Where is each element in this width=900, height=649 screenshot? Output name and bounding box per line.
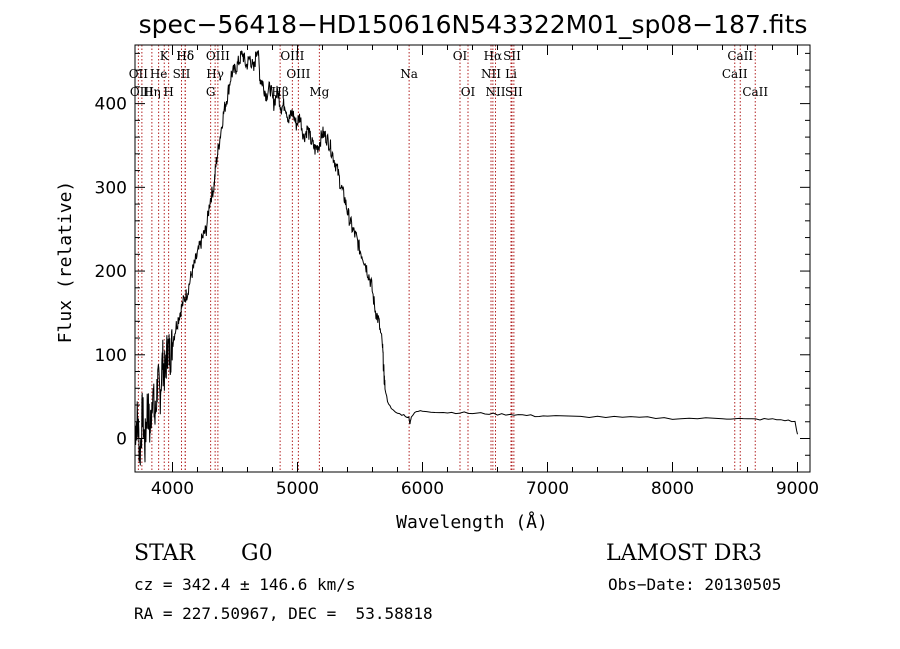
spectrum-line (134, 50, 798, 466)
line-label-26: CaII (722, 67, 748, 81)
line-label-9: OIII (206, 49, 230, 63)
y-axis-ticks: 0 100 200 300 400 (95, 52, 810, 473)
line-label-3: He (150, 67, 168, 81)
spectral-line-markers (137, 45, 756, 472)
y-tick-label-0: 0 (116, 430, 127, 450)
line-label-1: OII (129, 67, 149, 81)
line-label-8: Hδ (176, 49, 194, 63)
velocity-readout: cz = 342.4 ± 146.6 km/s (134, 575, 356, 594)
x-tick-label-7000: 7000 (526, 479, 569, 499)
x-tick-label-9000: 9000 (776, 479, 819, 499)
line-label-15: Mg (309, 85, 329, 99)
coordinates: RA = 227.50967, DEC = 53.58818 (134, 604, 433, 623)
line-label-5: K (160, 49, 170, 63)
object-subclass: G0 (241, 541, 273, 566)
line-label-23: NII (486, 85, 506, 99)
x-tick-label-5000: 5000 (276, 479, 319, 499)
line-label-18: OI (461, 85, 476, 99)
line-label-13: OIII (286, 67, 310, 81)
survey-name: LAMOST DR3 (606, 541, 762, 566)
line-label-24: SII (505, 85, 523, 99)
x-axis-ticks: 4000 5000 6000 7000 8000 9000 (151, 45, 819, 499)
x-tick-label-8000: 8000 (651, 479, 694, 499)
line-label-19: Hα (484, 49, 503, 63)
line-label-2: OIII (130, 85, 154, 99)
obs-date: Obs−Date: 20130505 (608, 575, 781, 594)
line-label-25: CaII (727, 49, 753, 63)
line-label-21: NII (481, 67, 501, 81)
line-label-7: H (163, 85, 173, 99)
x-tick-label-6000: 6000 (401, 479, 444, 499)
line-label-12: OIII (280, 49, 304, 63)
line-label-6: SII (173, 67, 191, 81)
y-tick-label-100: 100 (95, 346, 127, 366)
chart-title: spec−56418−HD150616N543322M01_sp08−187.f… (139, 10, 808, 39)
y-tick-label-200: 200 (95, 262, 127, 282)
x-axis-label: Wavelength (Å) (396, 511, 548, 533)
line-label-14: Hβ (271, 85, 288, 99)
line-label-16: Na (400, 67, 418, 81)
object-class: STAR (134, 541, 196, 566)
y-axis-label: Flux (relative) (55, 181, 76, 344)
line-label-4: Hη (143, 85, 161, 99)
x-tick-label-4000: 4000 (151, 479, 194, 499)
line-label-17: OI (453, 49, 468, 63)
y-tick-label-400: 400 (95, 95, 127, 115)
line-label-0: Hδ (176, 49, 194, 63)
line-label-22: Li (505, 67, 517, 81)
y-tick-label-300: 300 (95, 178, 127, 198)
line-label-27: CaII (742, 85, 768, 99)
line-label-20: SII (503, 49, 521, 63)
line-label-11: G (206, 85, 216, 99)
line-label-10: Hγ (206, 67, 224, 81)
plot-frame (134, 44, 811, 473)
